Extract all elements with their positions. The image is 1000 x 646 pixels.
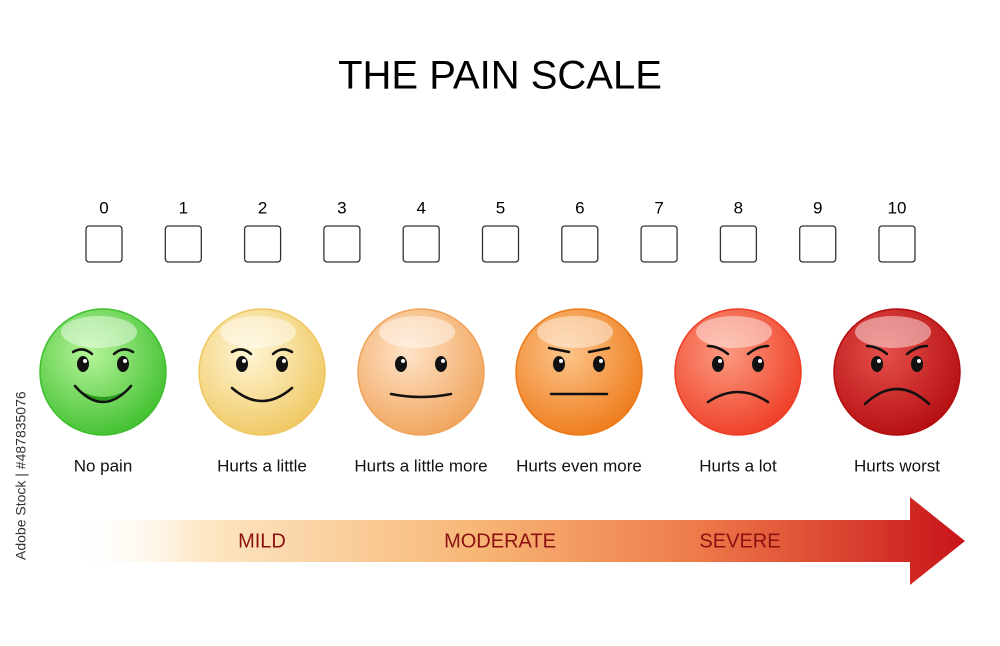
face-label: Hurts a lot xyxy=(699,456,777,475)
scale-box xyxy=(878,225,916,263)
face xyxy=(833,308,961,436)
eye xyxy=(593,356,605,372)
eye-glint xyxy=(877,359,881,363)
face-label: Hurts worst xyxy=(854,456,940,475)
severity-label: MODERATE xyxy=(444,530,556,552)
scale-box xyxy=(243,225,282,263)
scale-box xyxy=(719,225,758,263)
eye-glint xyxy=(401,359,405,363)
scale-number: 5 xyxy=(496,198,505,217)
face xyxy=(39,308,167,436)
face xyxy=(198,308,326,436)
watermark: Adobe Stock | #487835076 xyxy=(13,391,29,560)
face-circle xyxy=(39,308,167,436)
severity-label: MILD xyxy=(238,530,286,552)
severity-label: SEVERE xyxy=(699,530,780,552)
eye-glint xyxy=(282,359,286,363)
eyebrow xyxy=(547,346,571,354)
face xyxy=(515,308,643,436)
scale-box xyxy=(799,225,837,263)
eye-glint xyxy=(441,359,445,363)
eyebrow xyxy=(71,348,94,356)
eye xyxy=(712,356,724,372)
face-highlight xyxy=(220,316,296,348)
eyebrow xyxy=(587,346,611,354)
eye-glint xyxy=(758,359,762,363)
eye xyxy=(911,356,923,372)
severity-arrow xyxy=(70,497,965,585)
eye xyxy=(77,356,89,372)
scale-number: 9 xyxy=(813,198,822,217)
mouth xyxy=(73,384,133,404)
face-label: No pain xyxy=(74,456,133,475)
scale-box xyxy=(164,225,202,263)
eyebrow xyxy=(230,348,253,356)
scale-box xyxy=(561,225,599,263)
eyebrow xyxy=(746,344,770,356)
eye xyxy=(395,356,407,372)
eye xyxy=(553,356,565,372)
scale-number: 1 xyxy=(179,198,188,217)
scale-number: 8 xyxy=(734,198,743,217)
eye-glint xyxy=(718,359,722,363)
scale-number: 10 xyxy=(888,198,907,217)
faces xyxy=(39,308,961,436)
face-circle xyxy=(515,308,643,436)
scale-box xyxy=(323,225,361,263)
eye xyxy=(435,356,447,372)
eye xyxy=(276,356,288,372)
eye xyxy=(752,356,764,372)
face-highlight xyxy=(61,316,137,348)
face xyxy=(674,308,802,436)
face-highlight xyxy=(537,316,613,348)
mouth xyxy=(863,387,931,406)
face-label: Hurts even more xyxy=(516,456,642,475)
eye-glint xyxy=(123,359,127,363)
face-circle xyxy=(198,308,326,436)
eye xyxy=(871,356,883,372)
eyebrow xyxy=(112,348,135,356)
eyebrow xyxy=(905,344,929,356)
eye-glint xyxy=(83,359,87,363)
eye xyxy=(236,356,248,372)
scale-number: 7 xyxy=(654,198,663,217)
face-highlight xyxy=(379,316,455,348)
face-label: Hurts a little more xyxy=(354,456,487,475)
scale-box xyxy=(481,225,520,263)
face-highlight xyxy=(855,316,931,348)
mouth xyxy=(230,386,294,403)
scale-box xyxy=(402,225,440,263)
eye-glint xyxy=(599,359,603,363)
scale-number: 4 xyxy=(416,198,425,217)
eye-glint xyxy=(917,359,921,363)
face-label: Hurts a little xyxy=(217,456,307,475)
scale-number: 0 xyxy=(99,198,108,217)
face-circle xyxy=(357,308,485,436)
scale-number: 3 xyxy=(337,198,346,217)
eyebrow xyxy=(271,348,294,356)
face-highlight xyxy=(696,316,772,348)
eyebrow xyxy=(865,344,889,356)
mouth xyxy=(706,390,770,404)
eye-glint xyxy=(242,359,246,363)
scale-box xyxy=(640,225,678,263)
face xyxy=(357,308,485,436)
mouth xyxy=(389,392,453,399)
eyebrow xyxy=(706,344,730,356)
eye xyxy=(117,356,129,372)
face-circle xyxy=(674,308,802,436)
scale-box xyxy=(85,225,123,263)
scale-number: 2 xyxy=(258,198,267,217)
eye-glint xyxy=(559,359,563,363)
scale-number: 6 xyxy=(575,198,584,217)
title: THE PAIN SCALE xyxy=(338,54,662,98)
